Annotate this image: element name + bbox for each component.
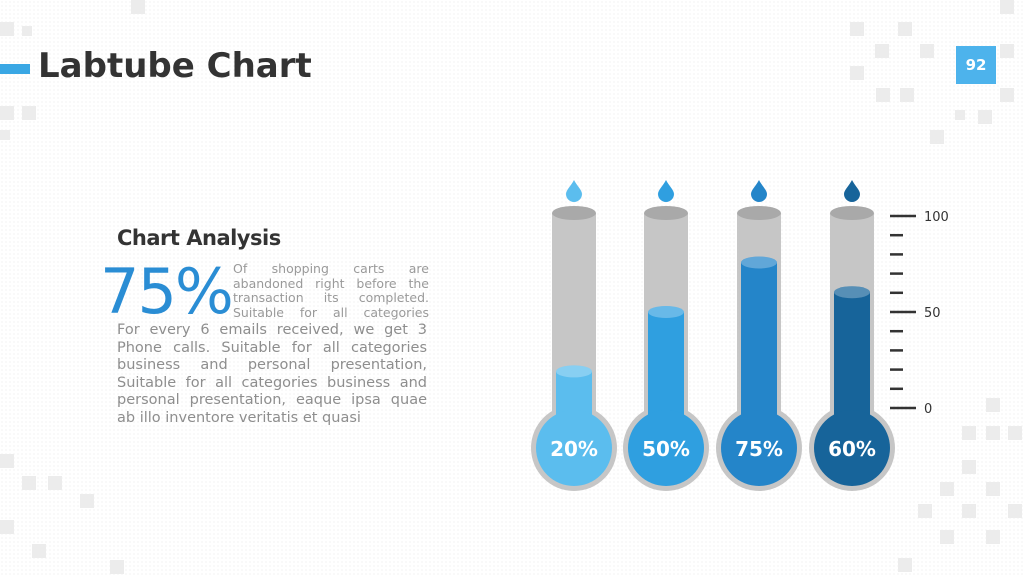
decor-square bbox=[920, 44, 934, 58]
decor-square bbox=[80, 494, 94, 508]
droplet-icon bbox=[844, 180, 860, 202]
tube-cap bbox=[644, 206, 688, 220]
highlight-percentage: 75% bbox=[100, 255, 234, 328]
slide-title: Labtube Chart bbox=[38, 46, 312, 86]
scale-tick-label: 100 bbox=[924, 210, 949, 225]
decor-square bbox=[875, 44, 889, 58]
decor-square bbox=[0, 454, 14, 468]
analysis-body: For every 6 emails received, we get 3 Ph… bbox=[117, 322, 427, 426]
value-label: 20% bbox=[550, 437, 598, 461]
tube-cap bbox=[830, 206, 874, 220]
decor-square bbox=[986, 398, 1000, 412]
page-number-badge: 92 bbox=[956, 46, 996, 84]
droplet-icon bbox=[566, 180, 582, 202]
decor-square bbox=[0, 22, 14, 36]
decor-square bbox=[962, 426, 976, 440]
tube-cap bbox=[737, 206, 781, 220]
decor-square bbox=[898, 558, 912, 572]
decor-square bbox=[900, 88, 914, 102]
highlight-note: Of shopping carts are abandoned right be… bbox=[233, 261, 429, 320]
title-accent-bar bbox=[0, 64, 30, 74]
analysis-heading: Chart Analysis bbox=[117, 226, 281, 250]
decor-square bbox=[1000, 0, 1014, 14]
decor-square bbox=[1000, 44, 1014, 58]
liquid-surface-highlight bbox=[556, 365, 592, 378]
decor-square bbox=[110, 560, 124, 574]
liquid-surface bbox=[741, 256, 777, 269]
decor-square bbox=[131, 0, 145, 14]
decor-square bbox=[898, 22, 912, 36]
liquid-bulb bbox=[536, 410, 612, 486]
liquid-surface-highlight bbox=[741, 256, 777, 269]
decor-square bbox=[0, 520, 14, 534]
decor-square bbox=[850, 22, 864, 36]
value-label: 50% bbox=[642, 437, 690, 461]
liquid-bulb bbox=[628, 410, 704, 486]
decor-square bbox=[32, 544, 46, 558]
value-label: 75% bbox=[735, 437, 783, 461]
liquid-surface bbox=[834, 286, 870, 299]
decor-square bbox=[955, 110, 965, 120]
decor-square bbox=[1000, 88, 1014, 102]
value-label: 60% bbox=[828, 437, 876, 461]
decor-square bbox=[978, 110, 992, 124]
decor-square bbox=[1008, 426, 1022, 440]
liquid-surface-highlight bbox=[648, 306, 684, 318]
decor-square bbox=[940, 482, 954, 496]
decor-square bbox=[986, 530, 1000, 544]
decor-square bbox=[850, 66, 864, 80]
decor-square bbox=[986, 482, 1000, 496]
decor-square bbox=[986, 426, 1000, 440]
droplet-icon bbox=[658, 180, 674, 202]
droplet-icon bbox=[751, 180, 767, 202]
liquid-surface bbox=[556, 365, 592, 378]
decor-square bbox=[1008, 504, 1022, 518]
decor-square bbox=[0, 130, 10, 140]
liquid-surface-highlight bbox=[834, 286, 870, 299]
liquid-surface bbox=[648, 306, 684, 318]
tube-cap bbox=[552, 206, 596, 220]
scale-tick-label: 0 bbox=[924, 402, 932, 417]
decor-square bbox=[0, 106, 14, 120]
decor-square bbox=[48, 476, 62, 490]
decor-square bbox=[940, 530, 954, 544]
decor-square bbox=[876, 88, 890, 102]
decor-square bbox=[22, 106, 36, 120]
liquid-bulb bbox=[814, 410, 890, 486]
decor-square bbox=[930, 130, 944, 144]
decor-square bbox=[962, 460, 976, 474]
decor-square bbox=[962, 504, 976, 518]
decor-square bbox=[22, 476, 36, 490]
scale-tick-label: 50 bbox=[924, 306, 941, 321]
decor-square bbox=[22, 26, 32, 36]
liquid-bulb bbox=[721, 410, 797, 486]
decor-square bbox=[918, 504, 932, 518]
